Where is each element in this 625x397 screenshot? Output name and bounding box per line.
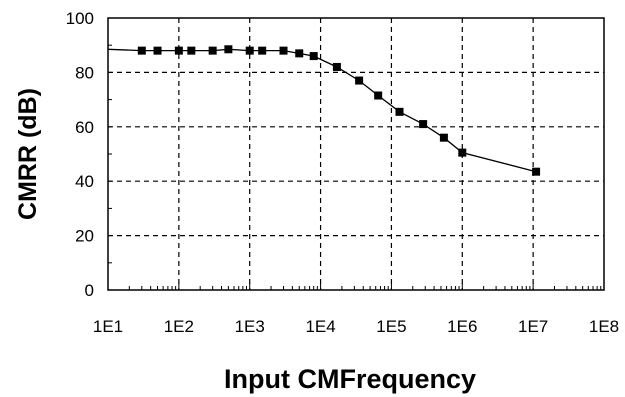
plot-frame [107, 17, 605, 291]
data-point [258, 46, 267, 55]
data-point [245, 46, 254, 55]
y-tick-label: 60 [75, 118, 94, 137]
data-point [355, 76, 364, 85]
y-tick-label: 40 [75, 172, 94, 191]
data-point [295, 49, 304, 58]
data-point [137, 46, 146, 55]
x-tick-label: 1E8 [589, 317, 619, 336]
data-point [208, 46, 217, 55]
x-tick-label: 1E3 [235, 317, 265, 336]
x-tick-label: 1E4 [305, 317, 335, 336]
data-point [153, 46, 162, 55]
data-point [458, 148, 467, 157]
y-axis-title: CMRR (dB) [14, 88, 42, 220]
x-tick-label: 1E2 [164, 317, 194, 336]
y-tick-label: 100 [66, 9, 94, 28]
x-tick-label: 1E5 [376, 317, 406, 336]
series-line [107, 48, 537, 173]
data-point [439, 133, 448, 142]
data-point [395, 107, 404, 116]
data-point [332, 62, 341, 71]
data-point [224, 45, 233, 54]
data-point [309, 52, 318, 61]
data-point [187, 46, 196, 55]
y-tick-label: 0 [85, 281, 94, 300]
data-point [532, 167, 541, 176]
data-point [279, 46, 288, 55]
series-markers [137, 45, 541, 176]
y-tick-label: 20 [75, 227, 94, 246]
x-tick-label: 1E1 [93, 317, 123, 336]
data-point [419, 120, 428, 129]
minor-ticks [107, 17, 602, 291]
y-tick-label: 80 [75, 63, 94, 82]
x-tick-labels: 1E1 1E2 1E3 1E4 1E5 1E6 1E7 1E8 [93, 317, 619, 336]
data-point [174, 46, 183, 55]
x-tick-label: 1E7 [518, 317, 548, 336]
y-tick-labels: 0 20 40 60 80 100 [66, 9, 94, 300]
x-tick-label: 1E6 [447, 317, 477, 336]
grid [108, 18, 604, 290]
data-point [374, 91, 383, 100]
x-axis-title: Input CMFrequency [224, 364, 476, 394]
